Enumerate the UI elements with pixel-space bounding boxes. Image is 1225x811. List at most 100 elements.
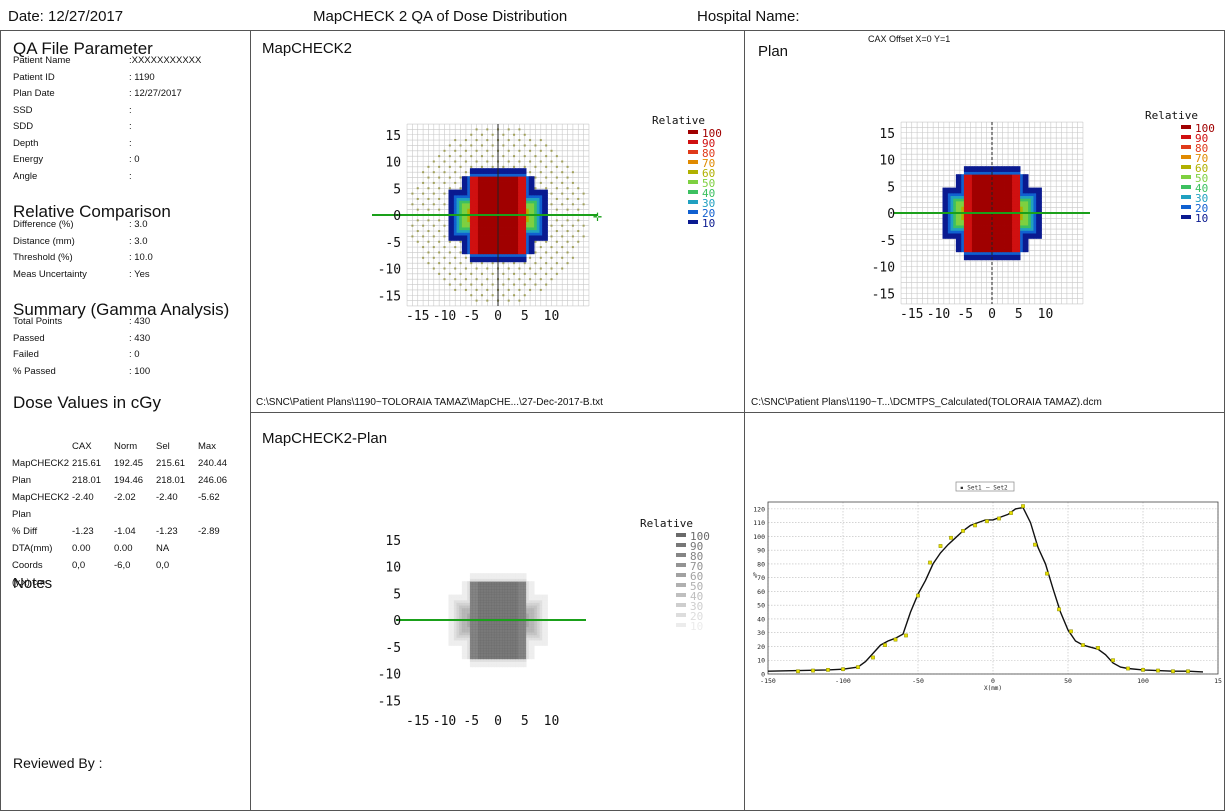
dose-cell: [510, 240, 514, 244]
dose-cell: [499, 176, 503, 180]
dose-cell: [472, 170, 476, 174]
dose-cell: [987, 192, 992, 197]
dose-cell: [451, 637, 455, 641]
dose-cell: [958, 233, 962, 237]
dose-cell: [499, 583, 503, 587]
table-cell: Norm: [114, 441, 138, 452]
dose-cell: [461, 186, 465, 190]
dose-cell: [985, 238, 989, 242]
dose-cell: [1017, 233, 1021, 237]
detector-dot: [539, 246, 542, 249]
legend-swatch: [1181, 175, 1191, 179]
dose-cell: [502, 613, 506, 617]
dose-cell: [472, 208, 476, 212]
dose-cell: [469, 613, 473, 617]
dose-cell: [536, 602, 540, 606]
dose-cell: [950, 192, 954, 197]
dose-cell: [1004, 235, 1008, 239]
dose-cell: [1022, 230, 1026, 234]
dose-cell: [966, 219, 970, 223]
dose-cell: [510, 176, 514, 180]
dose-cell: [523, 237, 527, 241]
dose-cell: [469, 202, 473, 207]
dose-cell: [475, 589, 479, 593]
dose-cell: [526, 653, 530, 657]
dose-cell: [987, 203, 992, 207]
dose-cell: [488, 181, 492, 185]
dose-cell: [467, 216, 471, 220]
table-row: CAX Norm Sel Max: [12, 441, 234, 458]
dose-cell: [461, 184, 465, 188]
dose-cell: [456, 235, 460, 239]
dose-cell: [523, 176, 527, 180]
dose-cell: [1017, 249, 1021, 253]
dose-cell: [1033, 203, 1037, 207]
detector-dot: [416, 219, 419, 222]
dose-cell: [510, 173, 514, 177]
dose-cell: [477, 227, 482, 231]
dose-cell: [969, 168, 973, 172]
parameters-panel: QA File Parameter Patient Name:XXXXXXXXX…: [0, 30, 250, 811]
dose-cell: [979, 168, 984, 172]
detector-dot: [523, 272, 526, 275]
dose-cell: [448, 629, 452, 633]
dose-cell: [1014, 176, 1018, 180]
dose-cell: [523, 216, 527, 220]
dose-cell: [467, 653, 471, 657]
dose-cell: [526, 640, 530, 644]
dose-cell: [958, 206, 962, 210]
param-value: :: [129, 137, 132, 149]
dose-cell: [531, 232, 535, 236]
dose-cell: [467, 186, 471, 190]
legend-swatch: [688, 200, 698, 204]
dose-cell: [1028, 192, 1032, 197]
dose-cell: [504, 205, 508, 209]
dose-cell: [491, 650, 495, 654]
dose-cell: [469, 197, 473, 201]
dose-cell: [480, 170, 484, 174]
dose-cell: [961, 184, 965, 188]
dose-cell: [523, 205, 527, 209]
dose-cell: [507, 591, 511, 595]
dose-cell: [1017, 208, 1021, 213]
dose-cell: [515, 613, 519, 617]
dose-cell: [536, 642, 540, 646]
dose-cell: [520, 581, 524, 585]
dose-cell: [1012, 195, 1016, 199]
dose-cell: [990, 168, 994, 172]
dose-cell: [507, 626, 511, 630]
dose-cell: [510, 573, 514, 577]
dose-cell: [510, 642, 514, 646]
dose-cell: [966, 171, 970, 175]
dose-cell: [480, 634, 484, 638]
dose-cell: [502, 648, 506, 652]
dose-cell: [488, 219, 492, 223]
dose-cell: [475, 192, 479, 196]
dose-cell: [493, 200, 498, 204]
dose-cell: [947, 200, 951, 205]
dose-cell: [453, 640, 457, 644]
y-tick-label: -5: [879, 234, 895, 249]
detector-dot: [486, 299, 489, 302]
dose-cell: [990, 243, 994, 247]
dose-cell: [996, 195, 1000, 199]
dose-cell: [518, 208, 522, 212]
y-tick-label: 10: [385, 156, 401, 171]
dose-cell: [531, 624, 535, 628]
table-cell: Plan: [12, 475, 32, 486]
dose-cell: [499, 224, 503, 228]
dose-cell: [1006, 227, 1010, 231]
dose-cell: [483, 645, 487, 649]
dose-cell: [467, 624, 471, 628]
dose-cell: [1017, 219, 1021, 223]
dose-cell: [485, 629, 490, 633]
dose-cell: [464, 227, 468, 231]
dose-cell: [977, 184, 981, 188]
dose-cell: [483, 219, 487, 223]
dose-cell: [504, 664, 508, 668]
dose-cell: [477, 626, 482, 630]
x-tick-label: 0: [991, 677, 995, 685]
detector-dot: [507, 139, 510, 142]
dose-cell: [1022, 235, 1026, 239]
dose-cell: [464, 208, 468, 212]
